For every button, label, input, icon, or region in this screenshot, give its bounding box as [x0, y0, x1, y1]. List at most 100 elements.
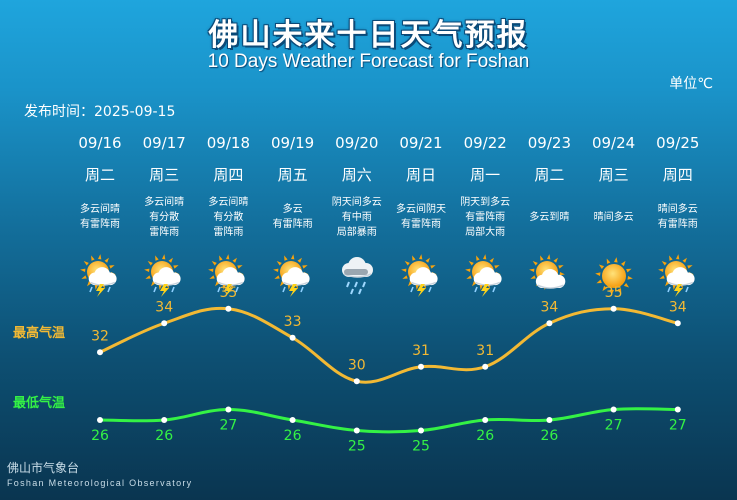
high-temp-value: 34 [669, 299, 687, 315]
low-temp-value: 26 [540, 428, 558, 444]
cloud-rain-icon [335, 254, 379, 298]
high-temp-value: 31 [476, 343, 494, 359]
issue-time: 发布时间：2025-09-15 [24, 104, 176, 120]
sun-cloud-thunder-rain-icon [142, 254, 186, 298]
day-date: 09/21 [399, 134, 443, 152]
high-temp-value: 35 [605, 285, 623, 301]
high-temp-point [674, 320, 681, 327]
weather-description: 阴天到多云 有雷阵雨 局部大雨 [453, 192, 517, 242]
low-temp-point [482, 417, 489, 423]
high-temp-value: 35 [219, 285, 237, 301]
high-temp-value: 34 [540, 299, 558, 315]
sun-cloud-thunder-rain-icon [463, 254, 507, 298]
unit-label: 单位℃ [669, 76, 713, 92]
low-temp-label: 最低气温 [13, 396, 66, 411]
high-temp-value: 30 [348, 357, 366, 373]
day-date: 09/22 [463, 134, 507, 152]
weather-description: 多云到晴 [517, 192, 581, 242]
day-weekday: 周六 [341, 166, 372, 184]
day-weekday: 周五 [277, 166, 308, 184]
low-temp-value: 27 [669, 418, 687, 434]
high-temp-point [161, 320, 168, 327]
description-line: 局部暴雨 [336, 226, 377, 238]
high-temp-point [97, 349, 103, 356]
low-temp-value: 26 [91, 428, 109, 444]
low-temp-point [97, 417, 103, 423]
description-line: 雷阵雨 [149, 226, 180, 238]
low-temp-point [353, 427, 360, 434]
high-temp-point [418, 363, 424, 370]
day-date: 09/24 [591, 134, 636, 152]
low-temp-value: 25 [348, 439, 366, 455]
description-line: 雷阵雨 [213, 226, 244, 238]
description-line: 多云间阴天 [396, 204, 446, 215]
weather-description: 晴间多云 [582, 192, 646, 242]
day-date: 09/23 [527, 134, 571, 152]
day-weekday: 周日 [405, 166, 436, 184]
high-temp-label: 最高气温 [13, 326, 66, 341]
description-line: 多云到晴 [529, 211, 570, 223]
weather-description: 阴天间多云 有中雨 局部暴雨 [325, 192, 389, 242]
description-line: 多云间晴 [80, 204, 120, 215]
day-weekday: 周三 [149, 166, 180, 184]
day-weekday: 周四 [213, 166, 244, 184]
day-date: 09/16 [78, 134, 122, 152]
description-line: 有分散 [149, 211, 180, 223]
low-temp-value: 26 [284, 428, 302, 444]
description-line: 晴间多云 [593, 211, 634, 223]
description-line: 晴间多云 [657, 204, 698, 215]
description-line: 有雷阵雨 [401, 219, 441, 230]
day-date: 09/18 [206, 134, 250, 152]
sun-icon [592, 254, 636, 298]
low-temp-point [225, 406, 232, 413]
high-temp-value: 33 [284, 314, 302, 330]
sun-cloud-thunder-rain-icon [78, 254, 122, 298]
low-temp-point [546, 417, 553, 423]
sun-cloud-thunder-rain-icon [399, 254, 443, 298]
high-temp-line [99, 306, 679, 384]
high-temp-value: 32 [91, 328, 109, 344]
low-temp-point [610, 406, 617, 413]
high-temp-value: 31 [412, 343, 430, 359]
description-line: 多云间晴 [208, 196, 249, 208]
high-temp-point [610, 305, 617, 312]
description-line: 有雷阵雨 [657, 219, 698, 230]
day-date: 09/20 [335, 134, 379, 152]
day-weekday: 周四 [662, 166, 693, 184]
day-date: 09/19 [270, 134, 315, 152]
day-weekday: 周三 [598, 166, 629, 184]
sun-cloud-icon [527, 254, 571, 298]
high-temp-point [353, 378, 360, 385]
description-line: 多云 [282, 204, 303, 215]
description-line: 有雷阵雨 [465, 211, 506, 223]
weather-description: 多云间晴 有雷阵雨 [68, 192, 132, 242]
low-temp-point [161, 417, 168, 423]
low-temp-line [99, 407, 678, 434]
day-weekday: 周二 [84, 166, 115, 184]
description-line: 有中雨 [341, 211, 372, 223]
day-weekday: 周二 [534, 166, 565, 184]
low-temp-point [418, 427, 424, 434]
day-date: 09/25 [656, 134, 700, 152]
day-weekday: 周一 [470, 166, 501, 184]
description-line: 有雷阵雨 [80, 219, 120, 230]
observatory-name: 佛山市气象台 [7, 461, 80, 475]
low-temp-value: 26 [476, 428, 494, 444]
weather-description: 多云间晴有分散雷阵雨 [196, 192, 260, 242]
description-line: 有分散 [213, 211, 244, 223]
page-subtitle: 10 Days Weather Forecast for Foshan [207, 51, 530, 72]
high-temp-value: 34 [155, 299, 173, 315]
high-temp-point [546, 320, 553, 327]
low-temp-point [289, 417, 296, 423]
weather-description: 多云 有雷阵雨 [261, 192, 325, 242]
sun-cloud-thunder-rain-icon [656, 254, 700, 298]
low-temp-point [674, 406, 681, 413]
high-temp-point [482, 363, 489, 370]
description-line: 局部大雨 [465, 226, 506, 238]
description-line: 多云间晴 [144, 196, 185, 208]
low-temp-value: 25 [412, 439, 430, 455]
weather-description: 多云间晴有分散雷阵雨 [132, 192, 196, 242]
sun-cloud-thunder-rain-icon [271, 254, 315, 298]
